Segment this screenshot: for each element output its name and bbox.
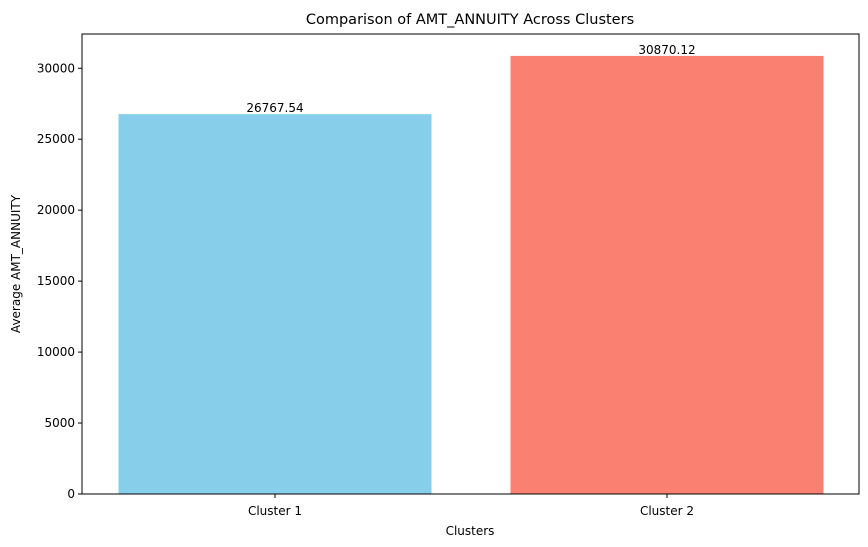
y-tick-label: 25000 <box>37 132 75 146</box>
y-tick-label: 30000 <box>37 61 75 75</box>
bar-cluster-1 <box>118 114 432 495</box>
y-tick-label: 10000 <box>37 345 75 359</box>
x-axis: Cluster 1 Cluster 2 <box>248 494 694 518</box>
bars-group <box>118 55 824 495</box>
y-tick-label: 20000 <box>37 203 75 217</box>
bar-cluster-2 <box>510 55 824 494</box>
data-label-cluster-2: 30870.12 <box>638 43 695 57</box>
y-tick-label: 5000 <box>44 416 75 430</box>
data-labels-group: 26767.54 30870.12 <box>246 43 695 115</box>
y-axis: 0 5000 10000 15000 20000 25000 30000 <box>37 61 82 501</box>
x-axis-label: Clusters <box>446 524 495 538</box>
plot-frame <box>81 33 860 495</box>
y-tick-label: 0 <box>67 487 75 501</box>
data-label-cluster-1: 26767.54 <box>246 101 303 115</box>
x-tick-label: Cluster 1 <box>248 504 302 518</box>
y-axis-label: Average AMT_ANNUITY <box>9 194 23 333</box>
x-tick-label: Cluster 2 <box>640 504 694 518</box>
chart-title: Comparison of AMT_ANNUITY Across Cluster… <box>306 12 634 28</box>
y-tick-label: 15000 <box>37 274 75 288</box>
